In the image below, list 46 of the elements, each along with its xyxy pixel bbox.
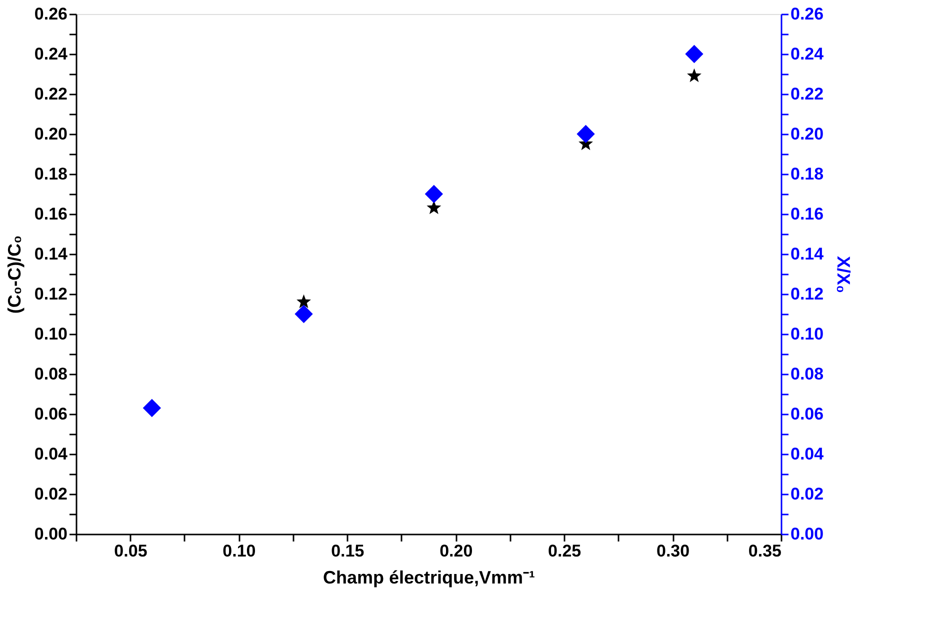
y-tick-label: 0.20 <box>34 124 68 144</box>
y2-tick-label: 0.22 <box>790 84 824 104</box>
x-axis-title: Champ électrique,Vmm⁻¹ <box>322 568 536 588</box>
y-tick-label: 0.02 <box>34 484 68 504</box>
y2-tick-label: 0.06 <box>790 404 824 424</box>
y-tick-label: 0.22 <box>34 84 68 104</box>
x-tick-label: 0.35 <box>748 542 782 560</box>
point <box>576 124 595 144</box>
x-tick-label: 0.15 <box>331 542 364 560</box>
y2-tick-label: 0.00 <box>790 524 824 544</box>
y-tick-label: 0.08 <box>34 364 68 384</box>
x-tick-label: 0.25 <box>548 542 582 560</box>
y2-tick-label: 0.24 <box>790 44 824 64</box>
y2-axis-title: X/X₀ <box>834 256 854 294</box>
point <box>296 294 311 308</box>
point <box>426 200 442 214</box>
y-tick-label: 0.06 <box>34 404 68 424</box>
y-tick-label: 0.04 <box>34 444 68 464</box>
y2-tick-label: 0.08 <box>790 364 824 384</box>
y-tick-label: 0.00 <box>34 524 68 544</box>
y2-tick-label: 0.02 <box>790 484 824 504</box>
y-tick-label: 0.14 <box>34 244 68 264</box>
y-tick-label: 0.12 <box>34 284 68 304</box>
y2-tick-label: 0.12 <box>790 284 824 304</box>
point <box>142 398 162 418</box>
y2-tick-label: 0.20 <box>790 124 824 144</box>
y2-tick-label: 0.14 <box>790 244 824 264</box>
y-tick-label: 0.18 <box>34 164 68 184</box>
y2-tick-label: 0.26 <box>790 4 824 24</box>
y-tick-label: 0.16 <box>34 204 68 224</box>
point <box>424 184 444 204</box>
y2-tick-label: 0.16 <box>790 204 824 224</box>
y-axis-title: (C₀-C)/C₀ <box>4 235 24 314</box>
point <box>687 68 702 82</box>
x-tick-label: 0.30 <box>656 542 690 560</box>
x-tick-label: 0.10 <box>222 542 256 560</box>
y-tick-label: 0.26 <box>34 4 68 24</box>
x-tick-label: 0.05 <box>114 542 148 560</box>
y2-tick-label: 0.18 <box>790 164 824 184</box>
x-tick-label: 0.20 <box>440 542 473 560</box>
y-tick-label: 0.10 <box>34 324 68 344</box>
point <box>294 304 313 324</box>
y2-tick-label: 0.04 <box>790 444 824 464</box>
point <box>685 44 704 64</box>
y2-tick-label: 0.10 <box>790 324 824 344</box>
y-tick-label: 0.24 <box>34 44 68 64</box>
